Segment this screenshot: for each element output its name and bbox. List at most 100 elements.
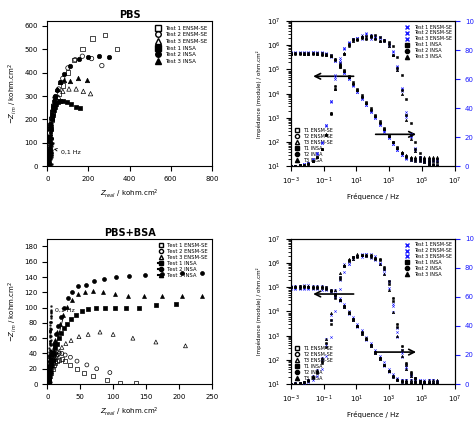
Point [296, 379, 303, 386]
Point [318, 146, 326, 152]
Point [45, 155, 52, 162]
Point [398, 349, 406, 356]
Point [331, 56, 339, 62]
Point [44, 379, 51, 386]
Point [300, 284, 308, 291]
Point [389, 373, 397, 379]
Point [402, 111, 410, 118]
Point [305, 159, 312, 166]
Point [372, 113, 379, 120]
Point [64, 295, 72, 302]
Point [67, 362, 74, 368]
Point [47, 129, 55, 135]
Point [46, 354, 54, 361]
Point [393, 147, 401, 154]
Point [363, 251, 370, 258]
Point [287, 162, 294, 169]
Point [385, 277, 392, 284]
Point [305, 377, 312, 384]
Point [314, 50, 321, 57]
Point [44, 162, 51, 169]
Point [376, 37, 383, 44]
Point [287, 283, 294, 289]
Point [172, 300, 179, 307]
Point [363, 100, 370, 107]
Point [367, 342, 374, 349]
Point [340, 66, 348, 73]
Point [314, 284, 321, 291]
Point [407, 373, 415, 379]
Point [45, 370, 52, 376]
Point [393, 377, 401, 384]
Point [45, 150, 52, 157]
Point [416, 154, 423, 161]
Point [75, 333, 83, 340]
Point [46, 143, 54, 149]
Point [393, 64, 401, 70]
Point [46, 367, 54, 374]
Point [90, 287, 97, 294]
Point [349, 316, 357, 323]
Point [47, 125, 55, 132]
Point [331, 286, 339, 293]
Point [45, 364, 53, 371]
Point [46, 136, 54, 143]
Point [45, 353, 53, 360]
Point [47, 149, 55, 155]
Point [416, 150, 423, 157]
Point [46, 147, 53, 154]
Point [60, 76, 68, 83]
Point [372, 113, 379, 120]
Point [47, 135, 55, 142]
Point [340, 51, 348, 57]
Point [46, 136, 53, 143]
Point [296, 49, 303, 56]
Point [420, 379, 428, 386]
Point [420, 159, 428, 165]
Point [411, 375, 419, 382]
Point [345, 38, 352, 45]
Point [48, 149, 56, 156]
Point [50, 359, 58, 366]
Point [46, 364, 53, 371]
Point [398, 86, 406, 93]
Point [425, 159, 432, 166]
Point [340, 69, 348, 76]
Point [45, 162, 53, 169]
Point [367, 106, 374, 113]
Point [318, 354, 326, 361]
Point [48, 116, 55, 123]
Point [46, 131, 54, 138]
Point [47, 129, 55, 136]
Point [45, 157, 52, 164]
Point [44, 158, 52, 165]
Point [92, 304, 100, 311]
Point [49, 362, 56, 369]
Point [50, 350, 58, 357]
Point [46, 340, 54, 347]
Point [376, 260, 383, 267]
Point [358, 252, 365, 259]
Point [50, 340, 58, 347]
Point [318, 358, 326, 365]
Point [363, 100, 370, 106]
Point [372, 112, 379, 119]
Point [46, 357, 54, 363]
Point [45, 376, 52, 383]
Point [340, 51, 348, 58]
Point [125, 293, 132, 300]
Point [46, 338, 54, 344]
Point [60, 304, 68, 311]
Point [425, 380, 432, 387]
Point [46, 134, 54, 141]
Point [287, 162, 294, 169]
Point [45, 365, 52, 371]
Point [380, 266, 388, 273]
Point [429, 379, 437, 386]
Point [345, 73, 352, 80]
Point [340, 304, 348, 311]
Point [44, 380, 52, 387]
Point [292, 162, 299, 169]
Point [420, 158, 428, 165]
Point [309, 49, 317, 56]
